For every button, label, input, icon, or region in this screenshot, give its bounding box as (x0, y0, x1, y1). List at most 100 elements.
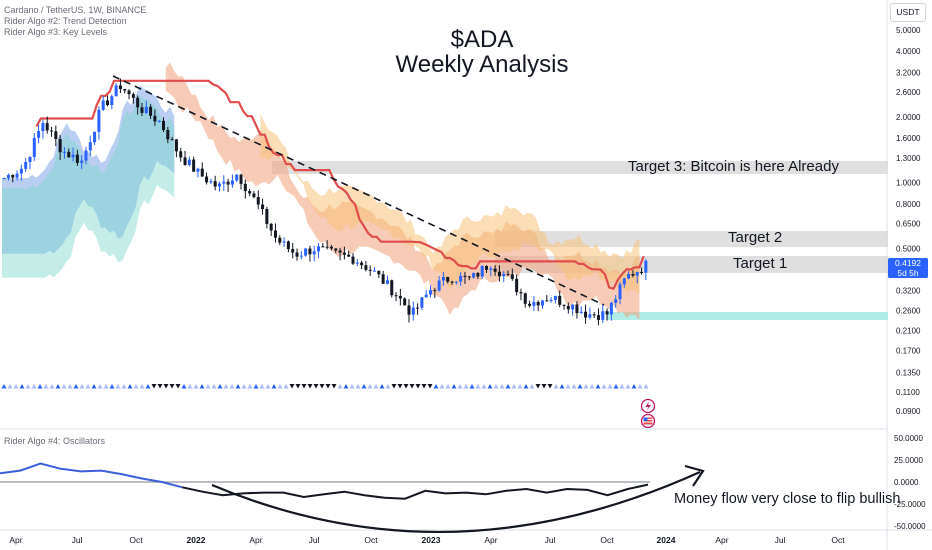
candle-body (37, 131, 41, 138)
candle-body (446, 276, 450, 282)
price-axis: 5.0000 4.0000 3.2000 2.6000 2.0000 1.6000 1.30… (896, 26, 921, 416)
target-2-zone (495, 231, 888, 247)
candle-body (510, 274, 514, 279)
candle-body (273, 230, 277, 238)
chart-title: $ADA (450, 26, 514, 53)
candle-body (170, 139, 174, 141)
candle-body (364, 265, 368, 270)
candle-body (536, 301, 540, 306)
signal-triangle (283, 384, 289, 389)
candle-body (579, 311, 583, 314)
time-tick-label: Jul (775, 535, 786, 545)
currency-button[interactable]: USDT (890, 3, 926, 22)
signal-triangle (97, 384, 103, 389)
candle-body (32, 137, 36, 158)
signal-triangle (631, 384, 637, 389)
target-1-label: Target 1 (733, 255, 788, 272)
candle-body (342, 252, 346, 255)
arrow-head-icon (684, 464, 705, 487)
candle-body (377, 270, 381, 275)
candle-body (588, 314, 592, 318)
signal-triangle (499, 384, 505, 389)
signal-triangle (643, 384, 649, 389)
candle-body (605, 311, 609, 315)
candle-body (596, 315, 600, 320)
price-tick-label: 5.0000 (896, 26, 921, 35)
price-tick-label: 2.6000 (896, 88, 921, 97)
candle-body (325, 246, 329, 248)
signal-triangle (229, 384, 235, 389)
signal-triangle (481, 384, 487, 389)
candle-body (450, 281, 454, 283)
signal-triangle (13, 384, 19, 389)
candle-body (88, 142, 92, 151)
candle-body (153, 115, 157, 122)
candle-body (243, 183, 247, 192)
signal-triangle (577, 384, 583, 389)
signal-triangle (253, 384, 259, 389)
signal-triangle (367, 384, 373, 389)
candle-body (179, 151, 183, 158)
candle-body (252, 193, 256, 198)
signal-triangle (307, 384, 313, 389)
candle-body (118, 85, 122, 90)
price-tick-label: 1.0000 (896, 179, 921, 188)
time-tick-label: Oct (600, 535, 614, 545)
candle-body (200, 168, 204, 177)
symbol-info: Cardano / TetherUS, 1W, BINANCE (4, 5, 147, 15)
price-tick-label: 0.5000 (896, 244, 921, 253)
candle-body (196, 168, 200, 172)
candle-body (6, 174, 10, 179)
price-tick-label: 3.2000 (896, 68, 921, 77)
candle-body (24, 162, 28, 169)
time-tick-label: Oct (129, 535, 143, 545)
signal-triangle (373, 384, 379, 389)
candle-body (420, 297, 424, 308)
candle-body (269, 223, 273, 231)
candle-body (368, 269, 372, 271)
signal-triangle (313, 384, 319, 389)
ribbon-band (2, 85, 175, 254)
candle-body (157, 120, 161, 122)
candle-body (308, 248, 312, 255)
candle-body (523, 293, 527, 304)
indicator-2-label: Rider Algo #2: Trend Detection (4, 16, 127, 26)
price-tick-label: 0.1350 (896, 369, 921, 378)
signal-triangle (169, 384, 175, 389)
oscillator-tick-label: -25.0000 (894, 500, 926, 509)
candle-body (304, 248, 308, 256)
ribbon-band (2, 95, 175, 278)
candle-body (441, 276, 445, 281)
price-tick-label: 0.3200 (896, 287, 921, 296)
oscillator-line-recent (182, 483, 649, 500)
signal-triangle (613, 384, 619, 389)
candle-body (532, 301, 536, 306)
candle-body (136, 97, 140, 108)
candle-body (161, 120, 166, 131)
signal-triangle (205, 384, 211, 389)
signal-triangle (505, 384, 511, 389)
candle-body (192, 159, 196, 172)
candle-body (71, 154, 75, 158)
signal-triangle (343, 384, 349, 389)
candle-body (261, 204, 265, 210)
time-tick-label: Apr (484, 535, 497, 545)
signal-triangle (469, 384, 475, 389)
signal-triangle (379, 384, 385, 389)
candle-body (187, 159, 191, 165)
candle-body (312, 251, 316, 255)
candle-body (62, 151, 66, 153)
candle-body (635, 271, 639, 276)
signal-triangle (289, 384, 295, 389)
flash-icon[interactable] (640, 398, 656, 414)
price-tick-label: 4.0000 (896, 47, 921, 56)
time-tick-label: Jul (545, 535, 556, 545)
signal-triangle (31, 384, 37, 389)
candle-body (528, 303, 532, 306)
candle-body (19, 168, 23, 174)
candle-body (230, 180, 234, 185)
candle-body (459, 275, 463, 282)
us-flag-icon[interactable] (640, 413, 656, 429)
signal-triangle (571, 384, 577, 389)
